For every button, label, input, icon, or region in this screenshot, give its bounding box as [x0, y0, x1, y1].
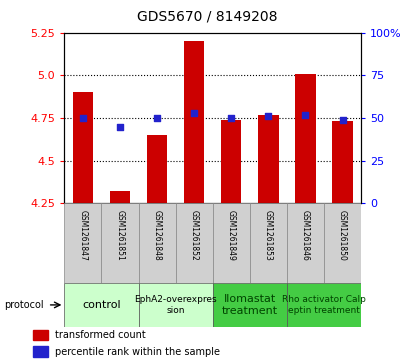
Bar [295, 74, 316, 203]
Point [80, 115, 86, 121]
Bar [101, 203, 139, 283]
Text: GSM1261852: GSM1261852 [190, 210, 199, 260]
Point [191, 110, 198, 116]
Bar [213, 203, 250, 283]
Text: GDS5670 / 8149208: GDS5670 / 8149208 [137, 9, 278, 23]
Point [302, 112, 309, 118]
Bar [221, 120, 242, 203]
Bar [287, 283, 361, 327]
Text: GSM1261851: GSM1261851 [115, 210, 124, 260]
Bar [110, 191, 130, 203]
Bar [287, 203, 324, 283]
Bar [147, 135, 167, 203]
Text: Ilomastat
treatment: Ilomastat treatment [222, 294, 278, 316]
Point [117, 123, 123, 129]
Text: EphA2-overexpres
sion: EphA2-overexpres sion [134, 295, 217, 315]
Bar [139, 203, 176, 283]
Point [228, 115, 234, 121]
Bar [64, 203, 101, 283]
Text: GSM1261850: GSM1261850 [338, 210, 347, 261]
Text: protocol: protocol [4, 300, 44, 310]
Point [154, 115, 160, 121]
Bar [32, 330, 48, 340]
Bar [250, 203, 287, 283]
Bar [324, 203, 361, 283]
Text: GSM1261848: GSM1261848 [153, 210, 161, 260]
Bar [258, 115, 278, 203]
Bar [213, 283, 287, 327]
Text: control: control [82, 300, 121, 310]
Text: transformed count: transformed count [56, 330, 146, 340]
Point [339, 117, 346, 123]
Text: GSM1261853: GSM1261853 [264, 210, 273, 261]
Point [265, 113, 272, 119]
Text: percentile rank within the sample: percentile rank within the sample [56, 347, 220, 356]
Text: Rho activator Calp
eptin treatment: Rho activator Calp eptin treatment [282, 295, 366, 315]
Bar [184, 41, 204, 203]
Bar [176, 203, 213, 283]
Bar [32, 346, 48, 357]
Bar [64, 283, 139, 327]
Bar [332, 121, 353, 203]
Text: GSM1261849: GSM1261849 [227, 210, 236, 261]
Text: GSM1261847: GSM1261847 [78, 210, 88, 261]
Text: GSM1261846: GSM1261846 [301, 210, 310, 261]
Bar [73, 92, 93, 203]
Bar [139, 283, 213, 327]
